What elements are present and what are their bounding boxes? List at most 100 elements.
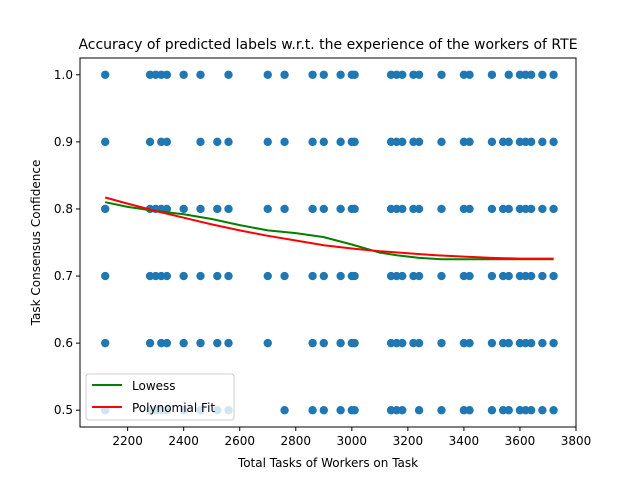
scatter-point	[549, 271, 558, 281]
scatter-point	[487, 70, 497, 79]
y-tick-label: 0.9	[54, 135, 73, 149]
legend-box	[85, 373, 235, 421]
scatter-point	[549, 137, 558, 147]
scatter-point	[398, 338, 407, 348]
scatter-point	[263, 271, 272, 281]
scatter-point	[101, 204, 110, 214]
scatter-point	[336, 271, 345, 281]
scatter-point	[526, 338, 536, 348]
scatter-point	[336, 338, 345, 348]
scatter-point	[280, 70, 289, 79]
scatter-point	[398, 406, 407, 415]
y-tick-label: 0.7	[54, 269, 73, 283]
scatter-point	[504, 204, 513, 214]
scatter-point	[398, 271, 407, 281]
lowess-line	[104, 201, 554, 261]
scatter-point	[280, 406, 289, 415]
scatter-point	[179, 271, 188, 281]
scatter-point	[319, 70, 328, 79]
scatter-point	[414, 137, 424, 147]
scatter-point	[145, 338, 155, 348]
scatter-point	[437, 338, 446, 348]
scatter-point	[526, 406, 536, 415]
x-tick-label: 3600	[505, 434, 536, 448]
scatter-point	[465, 204, 474, 214]
scatter-point	[162, 204, 172, 214]
scatter-point	[179, 204, 188, 214]
scatter-point	[526, 70, 536, 79]
scatter-point	[319, 406, 328, 415]
scatter-point	[414, 406, 424, 415]
scatter-point	[487, 137, 497, 147]
scatter-point	[538, 70, 547, 79]
scatter-point	[504, 70, 513, 79]
scatter-point	[224, 70, 233, 79]
scatter-point	[308, 271, 317, 281]
scatter-point	[224, 338, 233, 348]
y-tick-label: 0.8	[54, 202, 73, 216]
scatter-point	[224, 204, 233, 214]
scatter-point	[196, 204, 205, 214]
scatter-point	[101, 70, 110, 79]
y-tick-label: 0.5	[54, 403, 73, 417]
legend: Lowess Polynomial Fit	[85, 373, 235, 421]
scatter-point	[101, 137, 110, 147]
scatter-point	[549, 406, 558, 415]
scatter-point	[526, 271, 536, 281]
scatter-point	[308, 137, 317, 147]
scatter-point	[465, 137, 474, 147]
scatter-point	[414, 271, 424, 281]
scatter-point	[350, 406, 359, 415]
scatter-point	[179, 70, 188, 79]
scatter-point	[350, 70, 359, 79]
scatter-point	[224, 137, 233, 147]
scatter-point	[263, 338, 272, 348]
scatter-point	[213, 338, 222, 348]
scatter-point	[162, 137, 172, 147]
scatter-point	[162, 338, 172, 348]
scatter-point	[487, 204, 497, 214]
scatter-point	[336, 406, 345, 415]
scatter-point	[465, 338, 474, 348]
x-tick-label: 2400	[168, 434, 199, 448]
polynomial-fit-line	[104, 196, 554, 260]
scatter-point	[465, 406, 474, 415]
scatter-point	[263, 204, 272, 214]
scatter-point	[414, 204, 424, 214]
x-axis-label: Total Tasks of Workers on Task	[237, 456, 418, 470]
scatter-point	[162, 70, 172, 79]
scatter-point	[504, 137, 513, 147]
scatter-point	[350, 204, 359, 214]
legend-label-lowess: Lowess	[132, 379, 176, 393]
scatter-point	[101, 338, 110, 348]
scatter-point	[526, 204, 536, 214]
x-tick-label: 3200	[393, 434, 424, 448]
legend-label-polynomial-fit: Polynomial Fit	[132, 401, 215, 415]
scatter-point	[196, 271, 205, 281]
scatter-point	[280, 204, 289, 214]
scatter-point	[526, 137, 536, 147]
scatter-point	[336, 70, 345, 79]
scatter-point	[465, 70, 474, 79]
x-tick-label: 2800	[281, 434, 312, 448]
chart-title: Accuracy of predicted labels w.r.t. the …	[78, 37, 577, 53]
scatter-point	[538, 338, 547, 348]
scatter-point	[414, 338, 424, 348]
scatter-point	[319, 137, 328, 147]
scatter-point	[437, 70, 446, 79]
scatter-point	[263, 70, 272, 79]
scatter-point	[319, 338, 328, 348]
scatter-point	[437, 271, 446, 281]
scatter-point	[465, 271, 474, 281]
scatter-point	[101, 271, 110, 281]
y-axis-label: Task Consensus Confidence	[29, 160, 43, 327]
scatter-point	[308, 406, 317, 415]
scatter-point	[504, 271, 513, 281]
scatter-point	[487, 406, 497, 415]
scatter-point	[504, 338, 513, 348]
plot-area	[101, 70, 558, 415]
scatter-point	[487, 338, 497, 348]
scatter-point	[398, 137, 407, 147]
scatter-point	[538, 406, 547, 415]
